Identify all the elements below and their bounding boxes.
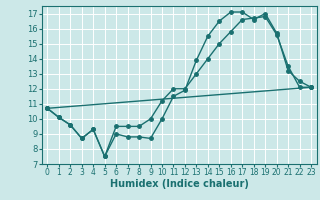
X-axis label: Humidex (Indice chaleur): Humidex (Indice chaleur) xyxy=(110,179,249,189)
